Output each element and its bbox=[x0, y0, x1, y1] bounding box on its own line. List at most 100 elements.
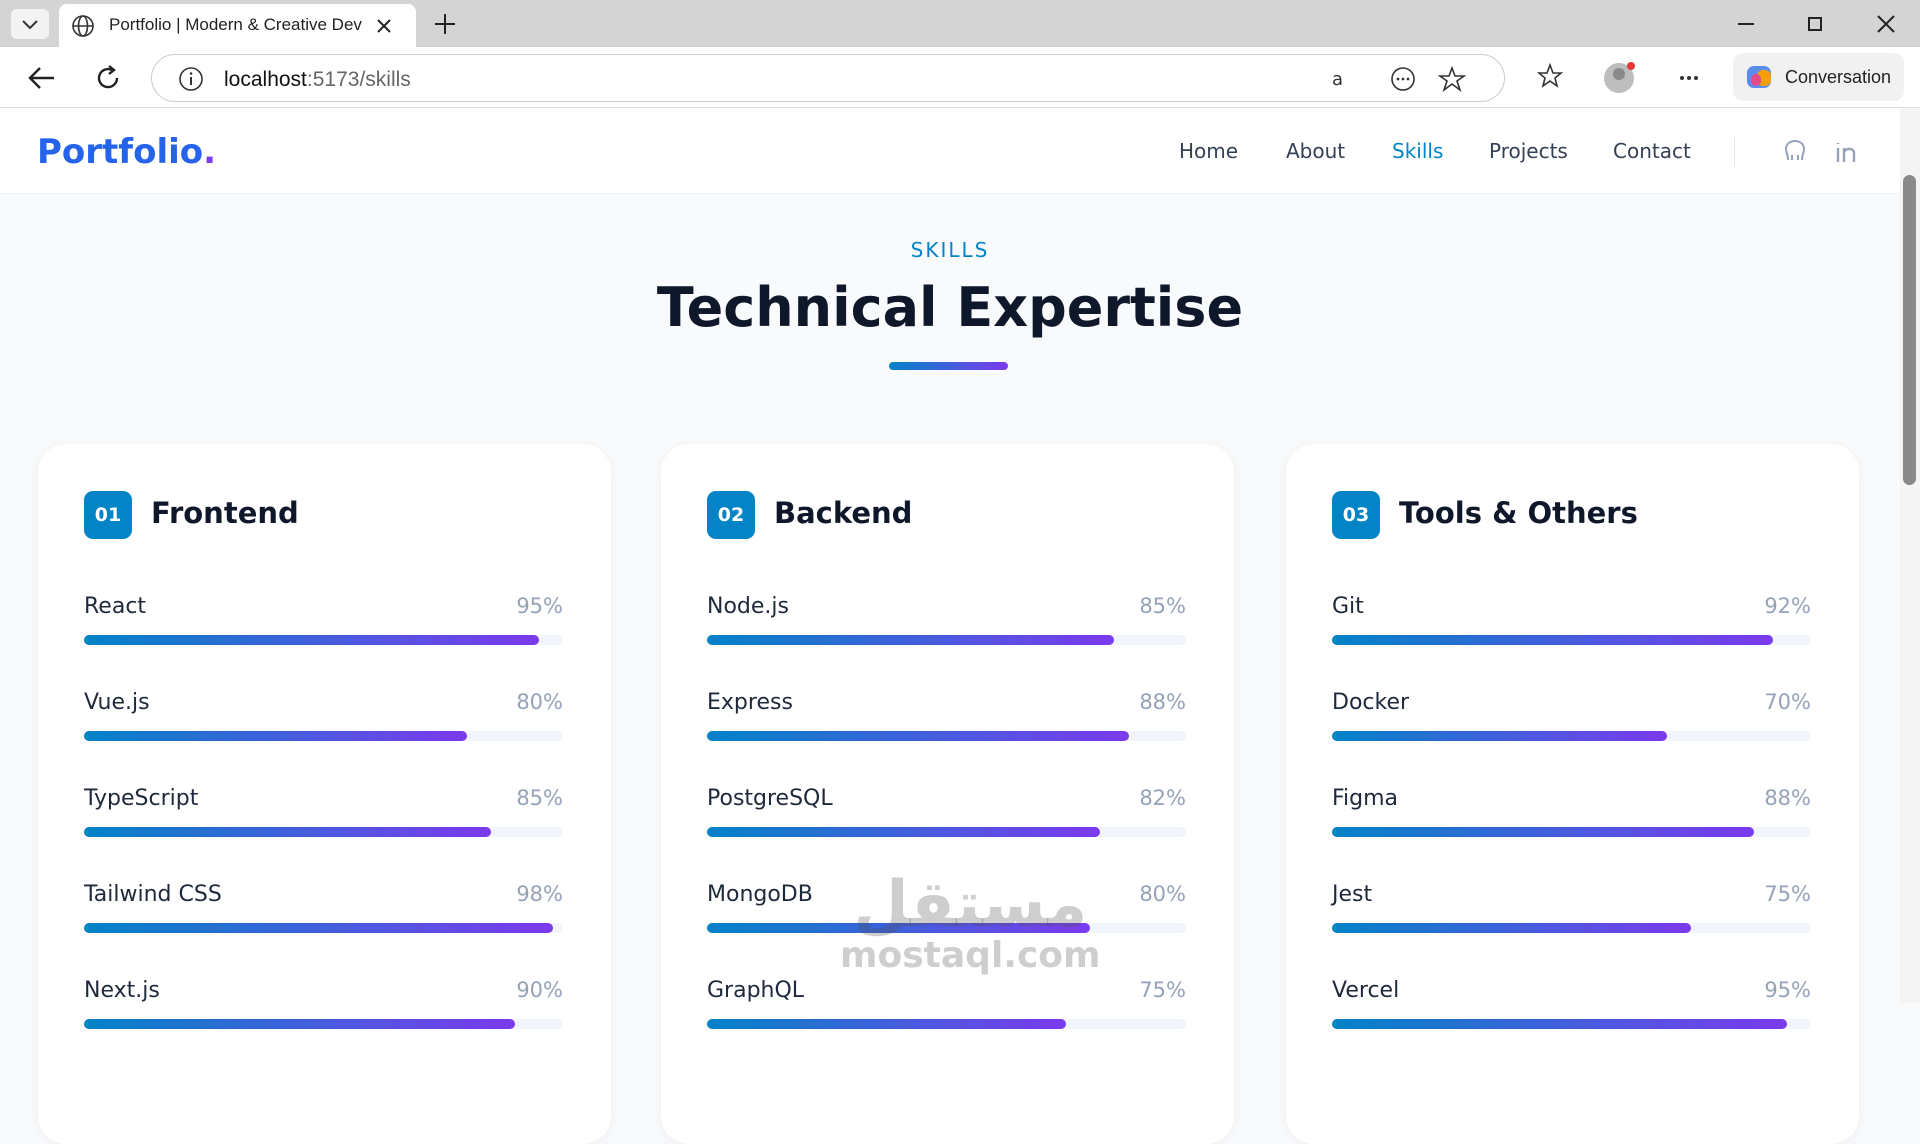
skill-name: Vercel bbox=[1332, 978, 1400, 1003]
skill-name: PostgreSQL bbox=[707, 786, 833, 811]
tab-close[interactable] bbox=[375, 17, 393, 35]
skill-name: GraphQL bbox=[707, 978, 805, 1003]
card-number: 03 bbox=[1332, 491, 1380, 539]
tab-list-button[interactable] bbox=[10, 8, 50, 40]
window-controls[interactable] bbox=[1736, 12, 1916, 36]
scrollbar-thumb[interactable] bbox=[1903, 175, 1916, 485]
skill-percent: 82% bbox=[1139, 786, 1186, 810]
skill-percent: 85% bbox=[516, 786, 563, 810]
skill-track bbox=[707, 635, 1186, 645]
skill-percent: 75% bbox=[1764, 882, 1811, 906]
skill-bar bbox=[707, 923, 1091, 933]
skill-bar bbox=[1332, 635, 1773, 645]
tab-title: Portfolio | Modern & Creative Dev bbox=[109, 15, 362, 34]
nav-link[interactable]: Projects bbox=[1489, 139, 1568, 163]
skill-track bbox=[84, 635, 563, 645]
skill-percent: 98% bbox=[516, 882, 563, 906]
skill-bar bbox=[707, 635, 1115, 645]
skill-name: TypeScript bbox=[84, 786, 199, 811]
skill-percent: 88% bbox=[1139, 690, 1186, 714]
address-actions[interactable]: a bbox=[1332, 65, 1482, 93]
skill-track bbox=[707, 1019, 1186, 1029]
card-title: Backend bbox=[774, 496, 913, 530]
skill-track bbox=[84, 827, 563, 837]
browser-actions[interactable] bbox=[1534, 62, 1724, 94]
nav-link[interactable]: Skills bbox=[1392, 139, 1444, 163]
nav-divider bbox=[1734, 138, 1735, 166]
skill-bar bbox=[84, 827, 492, 837]
skill-track bbox=[1332, 1019, 1811, 1029]
skill-card: 03 Tools & Others Git 92% Docker 70% Figma 88% J… bbox=[1286, 444, 1859, 1144]
skill-bar bbox=[1332, 731, 1668, 741]
skill-track bbox=[84, 923, 563, 933]
skill-bar bbox=[707, 827, 1100, 837]
skill-track bbox=[84, 1019, 563, 1029]
skill-bar bbox=[84, 923, 554, 933]
watermark-latin: mostaql.com bbox=[840, 935, 1101, 976]
new-tab[interactable] bbox=[433, 12, 457, 36]
nav-link[interactable]: About bbox=[1286, 139, 1346, 163]
skill-name: Figma bbox=[1332, 786, 1399, 811]
watermark-arabic: مستقل bbox=[853, 868, 1088, 942]
skill-track bbox=[707, 923, 1186, 933]
tab[interactable]: Portfolio | Modern & Creative Dev bbox=[59, 4, 416, 47]
skill-bar bbox=[1332, 827, 1754, 837]
skill-percent: 75% bbox=[1139, 978, 1186, 1002]
nav-link[interactable]: Home bbox=[1179, 139, 1239, 163]
card-number: 02 bbox=[707, 491, 755, 539]
reload-button[interactable] bbox=[94, 64, 122, 92]
copilot-label: Conversation bbox=[1785, 67, 1892, 87]
skill-card: 01 Frontend React 95% Vue.js 80% TypeScript 85%… bbox=[38, 444, 611, 1144]
skill-card: 02 Backend Node.js 85% Express 88% PostgreSQL 8… bbox=[661, 444, 1234, 1144]
logo-text: Portfolio bbox=[37, 132, 204, 172]
skill-bar bbox=[1332, 1019, 1788, 1029]
nav-link[interactable]: Contact bbox=[1613, 139, 1691, 163]
skill-name: Node.js bbox=[707, 594, 789, 619]
skill-bar bbox=[707, 1019, 1067, 1029]
watermark: مستقل mostaql.com bbox=[840, 868, 1101, 976]
address-bar[interactable]: localhost:5173/skills a bbox=[151, 54, 1505, 102]
skill-percent: 70% bbox=[1764, 690, 1811, 714]
site-nav: Portfolio. Home About Skills Projects Contac… bbox=[0, 108, 1900, 194]
logo-dot: . bbox=[203, 132, 217, 172]
skill-percent: 95% bbox=[516, 594, 563, 618]
skill-track bbox=[1332, 731, 1811, 741]
section-title: Technical Expertise bbox=[656, 276, 1244, 339]
skill-percent: 88% bbox=[1764, 786, 1811, 810]
skill-name: Jest bbox=[1332, 882, 1373, 907]
skill-bar bbox=[707, 731, 1129, 741]
page: Portfolio | Modern & Creative Dev localh… bbox=[0, 0, 1920, 1029]
copilot-icon bbox=[1747, 66, 1771, 88]
site-info[interactable] bbox=[178, 66, 204, 92]
card-title: Frontend bbox=[151, 496, 299, 530]
skill-name: Vue.js bbox=[84, 690, 150, 715]
skill-name: Express bbox=[707, 690, 793, 715]
skill-track bbox=[1332, 827, 1811, 837]
logo[interactable]: Portfolio. bbox=[37, 132, 216, 172]
skill-track bbox=[84, 731, 563, 741]
tab-favicon bbox=[72, 15, 94, 37]
skill-bar bbox=[1332, 923, 1692, 933]
skill-name: React bbox=[84, 594, 147, 619]
card-title: Tools & Others bbox=[1399, 496, 1638, 530]
skill-percent: 95% bbox=[1764, 978, 1811, 1002]
skill-track bbox=[707, 731, 1186, 741]
url-path: :5173/skills bbox=[306, 68, 411, 91]
skill-percent: 90% bbox=[516, 978, 563, 1002]
skill-bar bbox=[84, 635, 540, 645]
copilot-button[interactable]: Conversation bbox=[1733, 53, 1904, 101]
back-button[interactable] bbox=[28, 65, 56, 91]
skill-track bbox=[1332, 923, 1811, 933]
toolbar: localhost:5173/skills a Conversation bbox=[0, 47, 1920, 108]
url-host: localhost bbox=[224, 68, 307, 91]
skill-name: Tailwind CSS bbox=[84, 882, 222, 907]
url: localhost:5173/skills bbox=[224, 68, 411, 92]
skill-percent: 80% bbox=[516, 690, 563, 714]
skill-name: MongoDB bbox=[707, 882, 813, 907]
social-icons[interactable] bbox=[1782, 138, 1862, 166]
card-number: 01 bbox=[84, 491, 132, 539]
section-eyebrow: SKILLS bbox=[910, 238, 990, 262]
svg-text:a: a bbox=[1332, 69, 1343, 90]
skill-bar bbox=[84, 731, 468, 741]
skill-name: Next.js bbox=[84, 978, 160, 1003]
